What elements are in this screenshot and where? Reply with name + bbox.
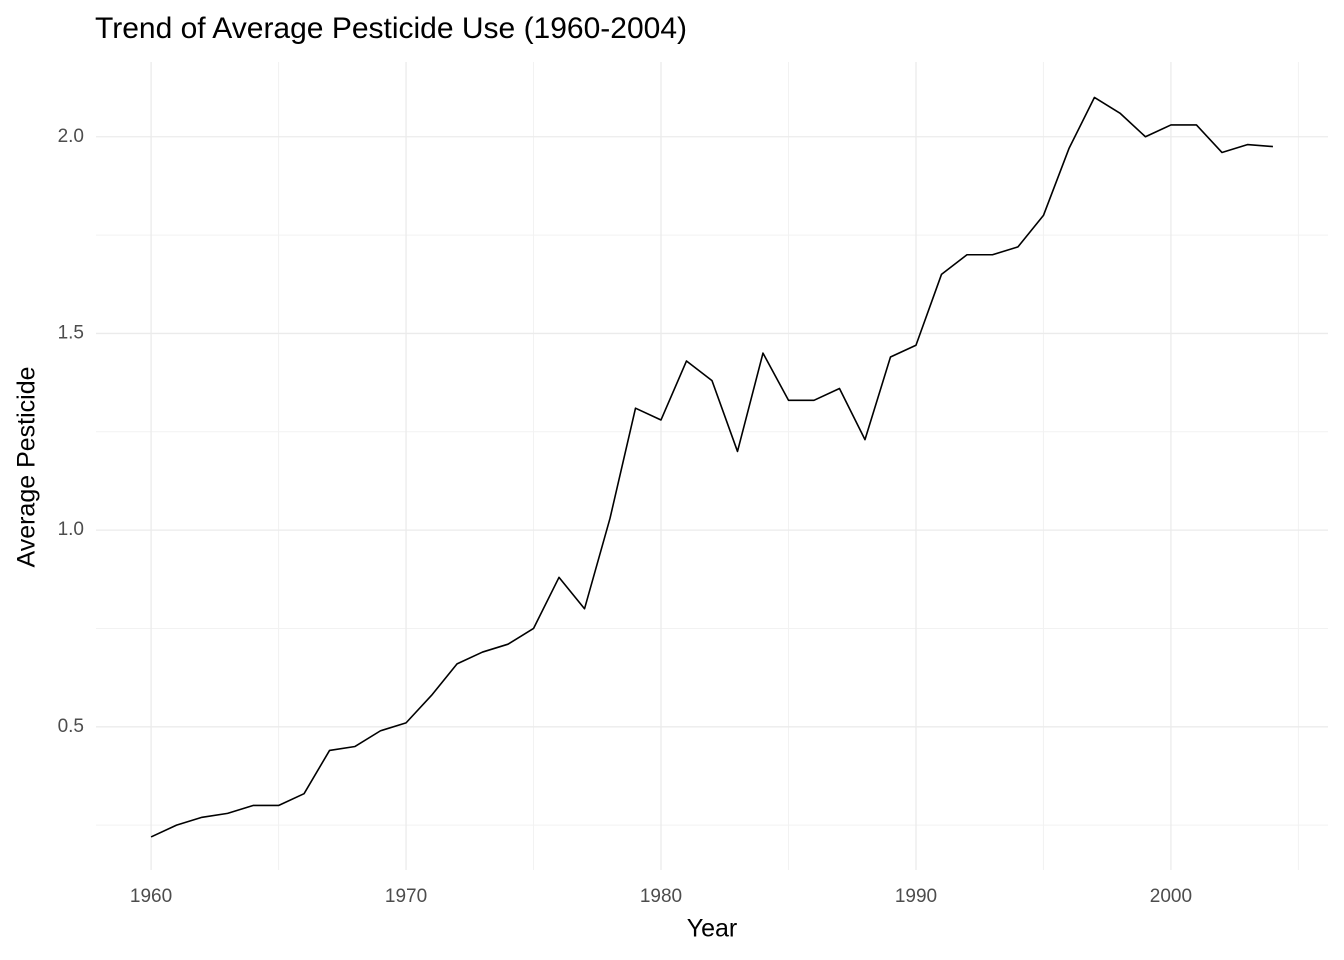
- y-axis-title: Average Pesticide: [13, 366, 41, 567]
- x-tick-label: 1970: [385, 886, 427, 907]
- x-axis-title: Year: [687, 915, 738, 943]
- x-tick-label: 1980: [640, 886, 682, 907]
- x-tick-label: 1990: [895, 886, 937, 907]
- data-line: [150, 96, 1273, 838]
- x-tick-label: 2000: [1150, 886, 1192, 907]
- chart-title: Trend of Average Pesticide Use (1960-200…: [95, 12, 687, 45]
- x-tick-label: 1960: [130, 886, 172, 907]
- y-tick-label: 1.0: [58, 519, 84, 540]
- y-tick-label: 2.0: [58, 126, 84, 147]
- y-tick-label: 1.5: [58, 322, 84, 343]
- y-tick-label: 0.5: [58, 716, 84, 737]
